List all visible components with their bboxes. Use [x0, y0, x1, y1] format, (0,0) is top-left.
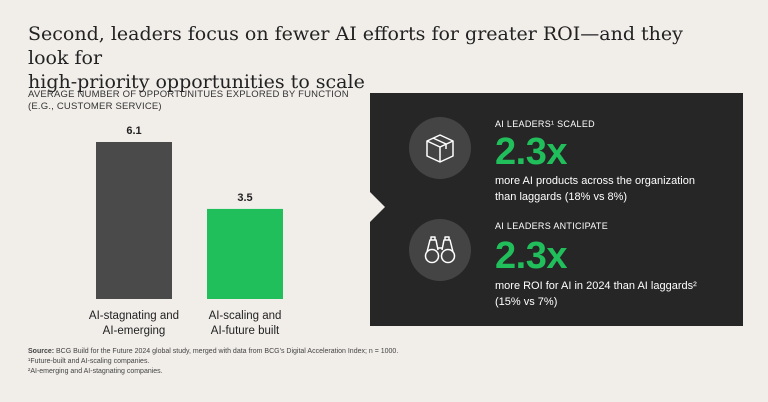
- panel-pointer: [370, 192, 385, 222]
- source-line: Source: BCG Build for the Future 2024 gl…: [28, 347, 398, 357]
- bar-1-category-line-1: AI-stagnating and: [89, 310, 179, 322]
- block2-desc-line-2: (15% vs 7%): [495, 296, 558, 308]
- chart-title: AVERAGE NUMBER OF OPPORTUNITUES EXPLORED…: [28, 89, 349, 113]
- chart-title-line-1: AVERAGE NUMBER OF OPPORTUNITUES EXPLORED…: [28, 89, 349, 100]
- block1-desc-line-2: than laggards (18% vs 8%): [495, 191, 628, 203]
- bar-2-category-line-2: AI-future built: [211, 325, 280, 337]
- title-line-1: Second, leaders focus on fewer AI effort…: [28, 23, 683, 69]
- block1-description: more AI products across the organization…: [495, 173, 740, 205]
- title-line-2: high-priority opportunities to scale: [28, 71, 365, 93]
- block2-value: 2.3x: [495, 235, 567, 277]
- page-title: Second, leaders focus on fewer AI effort…: [28, 22, 728, 94]
- bar-2-category-line-1: AI-scaling and: [209, 310, 282, 322]
- box-icon: [409, 117, 471, 179]
- source-notes: Source: BCG Build for the Future 2024 gl…: [28, 347, 398, 377]
- chart-title-line-2: (E.G., CUSTOMER SERVICE): [28, 101, 162, 112]
- bar-2-value-label: 3.5: [237, 192, 252, 204]
- block1-desc-line-1: more AI products across the organization: [495, 175, 695, 187]
- source-label: Source:: [28, 348, 55, 355]
- bar-2: [207, 208, 283, 299]
- footnote-1: ¹Future-built and AI-scaling companies.: [28, 358, 150, 365]
- bar-1-value-label: 6.1: [126, 125, 141, 137]
- block2-description: more ROI for AI in 2024 than AI laggards…: [495, 278, 740, 310]
- bar-1: [96, 142, 172, 299]
- binoculars-icon: [409, 219, 471, 281]
- block2-desc-line-1: more ROI for AI in 2024 than AI laggards…: [495, 280, 697, 292]
- source-text: BCG Build for the Future 2024 global stu…: [56, 348, 399, 355]
- bar-1-category-line-2: AI-emerging: [103, 325, 166, 337]
- bar-chart: 6.1 AI-stagnating and AI-emerging 3.5 AI-sca…: [89, 125, 283, 337]
- block1-label: AI LEADERS¹ SCALED: [495, 119, 595, 129]
- block1-value: 2.3x: [495, 131, 567, 173]
- block2-label: AI LEADERS ANTICIPATE: [495, 221, 608, 231]
- footnote-2: ²AI-emerging and AI-stagnating companies…: [28, 368, 163, 375]
